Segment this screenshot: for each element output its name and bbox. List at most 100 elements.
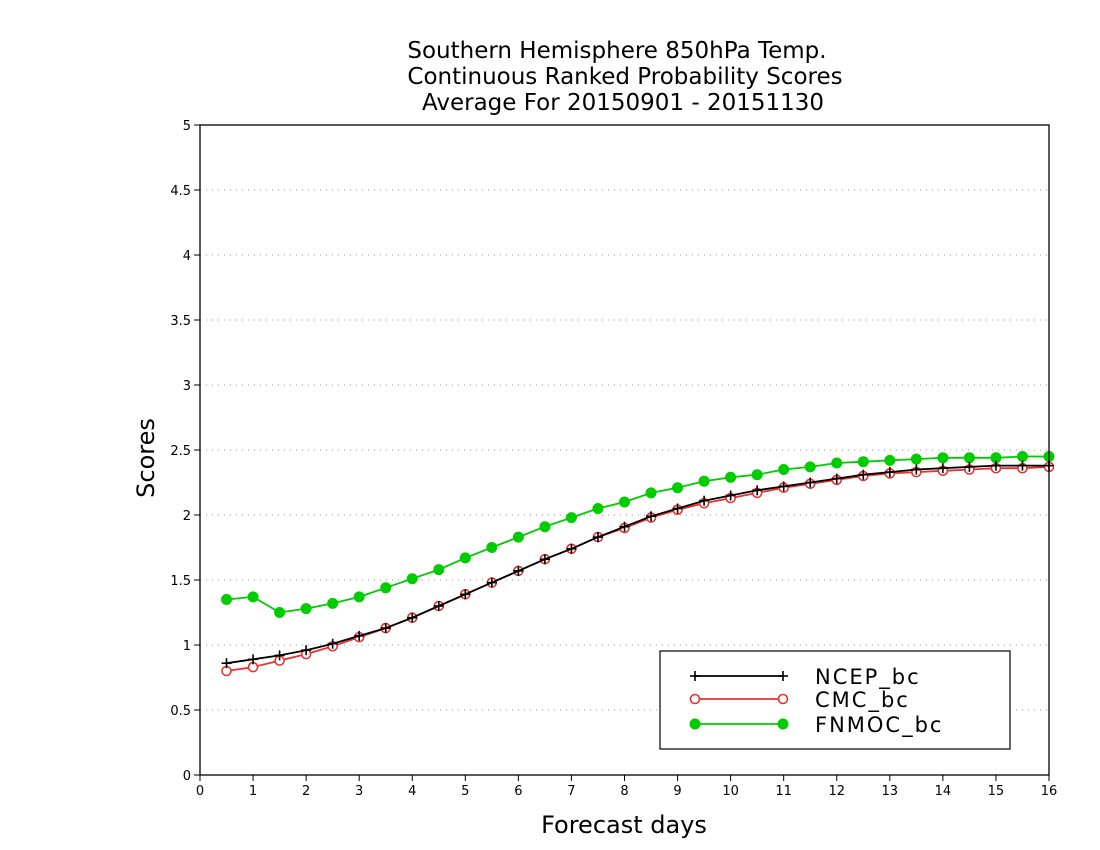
data-point-fnmoc-bc [698, 475, 710, 487]
data-point-ncep-bc [380, 623, 391, 634]
data-point-ncep-bc [566, 543, 577, 554]
data-point-ncep-bc [805, 477, 816, 488]
data-point-fnmoc-bc [672, 482, 684, 494]
chart-title-line-2: Continuous Ranked Probability Scores [407, 64, 842, 90]
data-point-ncep-bc [433, 601, 444, 611]
y-tick-label: 5 [183, 119, 191, 134]
data-point-ncep-bc [752, 485, 763, 496]
data-point-ncep-bc [513, 565, 524, 576]
data-point-fnmoc-bc [565, 512, 577, 524]
data-point-fnmoc-bc [486, 542, 498, 553]
grid-layer [200, 189, 1049, 711]
x-tick-label: 2 [302, 784, 310, 799]
y-tick-label: 3.5 [170, 314, 191, 329]
x-tick-label: 9 [673, 784, 681, 799]
data-point-fnmoc-bc [963, 452, 975, 464]
y-tick-label: 4.5 [170, 184, 191, 199]
data-point-ncep-bc [778, 481, 789, 492]
data-point-ncep-bc [725, 490, 736, 501]
data-point-ncep-bc [486, 577, 497, 588]
data-point-ncep-bc [327, 638, 338, 649]
legend-label-fnmoc-bc: FNMOC_bc [815, 713, 943, 738]
data-point-fnmoc-bc [619, 496, 630, 508]
data-point-fnmoc-bc [433, 564, 445, 576]
x-axis-label: Forecast days [541, 811, 707, 839]
series-layer [221, 451, 1055, 677]
y-tick-label: 0 [183, 769, 191, 784]
legend-marker-ncep-bc [690, 671, 700, 681]
data-point-fnmoc-bc [380, 582, 392, 594]
data-point-ncep-bc [539, 554, 550, 565]
data-point-fnmoc-bc [221, 594, 233, 605]
data-point-fnmoc-bc [1016, 451, 1028, 462]
legend-label-ncep-bc: NCEP_bc [815, 665, 921, 690]
data-point-fnmoc-bc [247, 591, 259, 603]
x-tick-label: 4 [408, 784, 416, 799]
x-tick-label: 6 [514, 784, 522, 799]
data-point-fnmoc-bc [459, 552, 471, 564]
data-point-ncep-bc [672, 503, 683, 514]
data-point-fnmoc-bc [353, 591, 365, 603]
y-tick-label: 0.5 [170, 704, 191, 719]
x-tick-label: 10 [722, 784, 739, 799]
legend-marker-cmc-bc [689, 693, 701, 705]
data-point-ncep-bc [592, 532, 603, 543]
legend-marker-cmc-bc [777, 693, 789, 705]
data-point-ncep-bc [646, 511, 657, 522]
data-point-fnmoc-bc [937, 452, 949, 464]
data-point-ncep-bc [301, 645, 312, 656]
data-point-fnmoc-bc [804, 461, 816, 473]
data-point-ncep-bc [619, 521, 630, 532]
legend-marker-fnmoc-bc [689, 718, 701, 730]
x-tick-label: 11 [775, 784, 792, 799]
y-axis-label: Scores [132, 418, 160, 498]
x-tick-label: 8 [620, 784, 628, 799]
series-line-fnmoc-bc [226, 455, 1049, 614]
data-point-fnmoc-bc [539, 521, 551, 533]
x-tick-label: 12 [828, 784, 845, 799]
y-tick-label: 1.5 [170, 574, 191, 589]
data-point-ncep-bc [699, 495, 710, 506]
y-tick-label: 2.5 [170, 444, 191, 459]
data-point-fnmoc-bc [592, 503, 604, 514]
data-point-ncep-bc [354, 630, 365, 641]
x-tick-label: 14 [935, 784, 952, 799]
data-point-ncep-bc [990, 460, 1001, 471]
legend-marker-fnmoc-bc [777, 718, 789, 730]
data-point-fnmoc-bc [300, 603, 312, 615]
x-tick-label: 3 [355, 784, 363, 799]
data-point-fnmoc-bc [831, 457, 843, 469]
data-point-ncep-bc [460, 589, 471, 600]
data-point-fnmoc-bc [725, 471, 737, 483]
data-point-fnmoc-bc [274, 607, 286, 618]
plot-frame [199, 124, 1050, 776]
data-point-fnmoc-bc [857, 456, 869, 468]
x-tick-label: 5 [461, 784, 469, 799]
data-point-fnmoc-bc [406, 573, 418, 585]
data-point-ncep-bc [831, 473, 842, 484]
x-tick-label: 13 [882, 784, 899, 799]
data-point-fnmoc-bc [512, 531, 524, 543]
data-point-ncep-bc [911, 464, 922, 475]
data-point-ncep-bc [274, 650, 285, 661]
chart-title-line-1: Southern Hemisphere 850hPa Temp. [407, 38, 826, 64]
data-point-ncep-bc [937, 463, 948, 474]
data-point-ncep-bc [858, 469, 869, 480]
x-tick-label: 1 [249, 784, 257, 799]
chart-title-line-3: Average For 20150901 - 20151130 [422, 90, 824, 116]
series-line-ncep-bc [226, 464, 1049, 665]
data-point-ncep-bc [964, 461, 975, 472]
y-tick-label: 1 [183, 639, 191, 654]
legend-box [659, 650, 1011, 750]
data-point-fnmoc-bc [327, 597, 339, 609]
x-tick-label: 7 [567, 784, 575, 799]
x-tick-label: 16 [1041, 784, 1058, 799]
x-tick-label: 0 [196, 784, 204, 799]
legend-label-cmc-bc: CMC_bc [815, 688, 910, 713]
data-point-ncep-bc [248, 654, 259, 665]
data-point-ncep-bc [1017, 460, 1028, 471]
data-point-ncep-bc [221, 658, 232, 669]
data-point-fnmoc-bc [910, 453, 922, 465]
